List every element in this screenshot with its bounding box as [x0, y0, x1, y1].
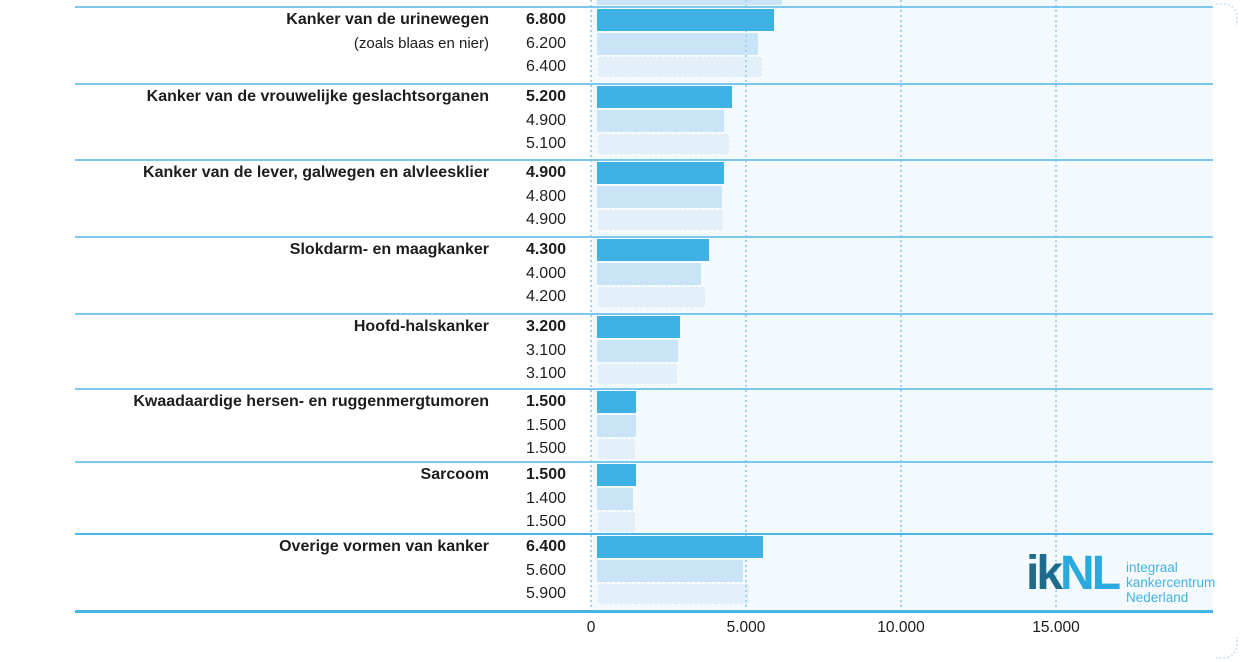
- value-label-2: 4.900: [525, 112, 566, 129]
- x-axis-line: [75, 610, 1213, 613]
- category-label: Kwaadaardige hersen- en ruggenmergtumore…: [133, 393, 489, 410]
- card-corner-top-right: [1216, 3, 1238, 25]
- chart-row: Kwaadaardige hersen- en ruggenmergtumore…: [0, 388, 1240, 461]
- row-separator: [75, 313, 1213, 315]
- bar-current: [597, 536, 763, 558]
- gridline: [590, 0, 592, 611]
- value-label-current: 3.200: [525, 318, 566, 335]
- value-label-current: 4.900: [525, 164, 566, 181]
- value-label-2: 4.000: [525, 265, 566, 282]
- value-label-2: 1.400: [525, 490, 566, 507]
- value-label-2: 6.200: [525, 35, 566, 52]
- bar-current: [597, 86, 732, 108]
- cropped-previous-bar: [597, 0, 782, 5]
- bar-series-3: [597, 209, 724, 231]
- iknl-logo: ikNL integraal kankercentrum Nederland: [1026, 546, 1215, 605]
- value-label-3: 5.100: [525, 135, 566, 152]
- chart-row: Slokdarm- en maagkanker 4.300 4.000 4.20…: [0, 236, 1240, 313]
- bar-series-2: [597, 560, 743, 582]
- chart-row: Kanker van de vrouwelijke geslachtsorgan…: [0, 83, 1240, 159]
- value-label-2: 3.100: [525, 342, 566, 359]
- category-label: Kanker van de lever, galwegen en alvlees…: [143, 164, 489, 181]
- card-corner-bottom-right: [1216, 637, 1238, 659]
- bar-series-2: [597, 263, 701, 285]
- gridline: [900, 0, 902, 611]
- category-label: Kanker van de urinewegen: [286, 11, 489, 28]
- gridline: [745, 0, 747, 611]
- value-label-current: 5.200: [525, 88, 566, 105]
- category-label: Overige vormen van kanker: [279, 538, 489, 555]
- x-tick-label: 0: [586, 619, 596, 636]
- row-separator-strong: [75, 533, 1213, 535]
- bar-current: [597, 9, 774, 31]
- bar-current: [597, 162, 724, 184]
- bar-current: [597, 391, 636, 413]
- chart-row: Kanker van de lever, galwegen en alvlees…: [0, 159, 1240, 236]
- value-label-3: 1.500: [525, 513, 566, 530]
- category-sublabel: (zoals blaas en nier): [353, 35, 489, 52]
- chart-row: Sarcoom 1.500 1.400 1.500: [0, 461, 1240, 533]
- value-label-current: 6.400: [525, 538, 566, 555]
- value-label-current: 6.800: [525, 11, 566, 28]
- bar-series-2: [597, 340, 678, 362]
- chart-row: Overige vormen van kanker 6.400 5.600 5.…: [0, 533, 1240, 611]
- row-separator: [75, 83, 1213, 85]
- value-label-3: 4.900: [525, 211, 566, 228]
- row-separator: [75, 159, 1213, 161]
- row-separator: [75, 236, 1213, 238]
- chart-row: Kanker van de urinewegen (zoals blaas en…: [0, 6, 1240, 83]
- gridline: [1055, 0, 1057, 611]
- value-label-2: 1.500: [525, 417, 566, 434]
- value-label-current: 4.300: [525, 241, 566, 258]
- value-label-3: 4.200: [525, 288, 566, 305]
- bar-current: [597, 316, 680, 338]
- bar-series-2: [597, 33, 758, 55]
- value-label-current: 1.500: [525, 466, 566, 483]
- bar-series-3: [597, 583, 750, 605]
- bar-series-3: [597, 286, 706, 308]
- value-label-3: 5.900: [525, 585, 566, 602]
- row-separator: [75, 388, 1213, 390]
- value-label-2: 5.600: [525, 562, 566, 579]
- bar-series-3: [597, 438, 636, 460]
- x-tick-label: 15.000: [1032, 619, 1080, 636]
- iknl-logo-mark: ikNL: [1026, 547, 1121, 600]
- row-separator: [75, 461, 1213, 463]
- bar-current: [597, 464, 636, 486]
- value-label-current: 1.500: [525, 393, 566, 410]
- iknl-logo-text: integraal kankercentrum Nederland: [1126, 560, 1216, 605]
- value-label-3: 3.100: [525, 365, 566, 382]
- category-label: Kanker van de vrouwelijke geslachtsorgan…: [146, 88, 489, 105]
- row-separator: [75, 6, 1213, 8]
- value-label-2: 4.800: [525, 188, 566, 205]
- category-label: Sarcoom: [420, 466, 489, 483]
- category-label: Hoofd-halskanker: [353, 318, 489, 335]
- value-label-3: 1.500: [525, 440, 566, 457]
- x-tick-label: 5.000: [726, 619, 766, 636]
- bar-series-3: [597, 56, 763, 78]
- bar-series-2: [597, 415, 636, 437]
- bar-series-3: [597, 133, 730, 155]
- chart-row: Hoofd-halskanker 3.200 3.100 3.100: [0, 313, 1240, 388]
- category-label: Slokdarm- en maagkanker: [289, 241, 489, 258]
- bar-series-3: [597, 511, 636, 533]
- bar-current: [597, 239, 709, 261]
- value-label-3: 6.400: [525, 58, 566, 75]
- x-tick-label: 10.000: [877, 619, 925, 636]
- bar-series-2: [597, 186, 722, 208]
- bar-series-2: [597, 488, 633, 510]
- bar-series-2: [597, 110, 724, 132]
- bar-series-3: [597, 363, 678, 385]
